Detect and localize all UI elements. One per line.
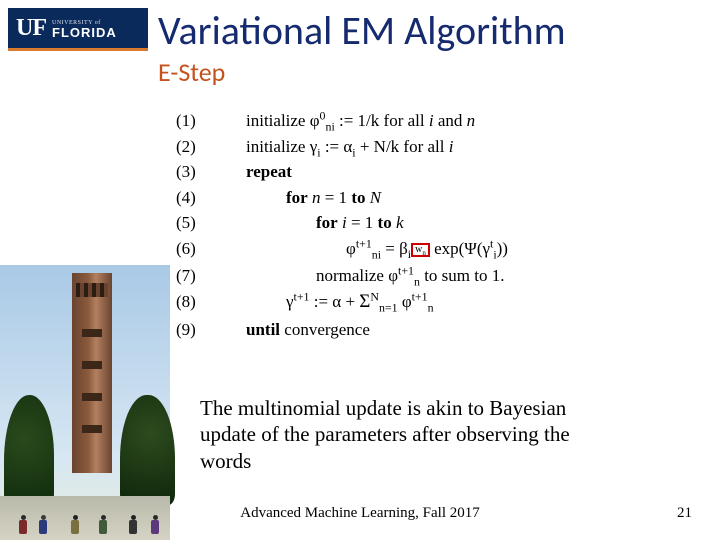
uf-logo-mark: UF <box>16 15 46 42</box>
campus-image <box>0 265 170 540</box>
algo-line-number: (6) <box>176 236 216 262</box>
algo-line-body: initialize φ0ni := 1/k for all i and n <box>216 108 475 134</box>
algo-line: (5)for i = 1 to k <box>176 210 650 236</box>
algo-line: (4)for n = 1 to N <box>176 185 650 211</box>
algo-line: (7)normalize φt+1n to sum to 1. <box>176 263 650 289</box>
algo-line: (2)initialize γi := αi + N/k for all i <box>176 134 650 160</box>
algo-line-number: (8) <box>176 289 216 315</box>
algo-line-number: (4) <box>176 185 216 211</box>
algo-line-number: (9) <box>176 317 216 343</box>
algo-line-number: (5) <box>176 210 216 236</box>
algo-line-body: for i = 1 to k <box>216 210 404 236</box>
algo-line-body: repeat <box>216 159 292 185</box>
algo-line-number: (3) <box>176 159 216 185</box>
uf-logo: UF UNIVERSITY of FLORIDA <box>8 8 148 51</box>
slide: UF UNIVERSITY of FLORIDA Variational EM … <box>0 0 720 540</box>
algo-line: (6)φt+1ni = βiwn exp(Ψ(γti)) <box>176 236 650 263</box>
algo-line-number: (1) <box>176 108 216 134</box>
slide-title: Variational EM Algorithm <box>158 6 566 55</box>
algo-line-body: for n = 1 to N <box>216 185 381 211</box>
algo-line-number: (2) <box>176 134 216 160</box>
slide-subtitle: E-Step <box>158 56 225 88</box>
algo-line: (1)initialize φ0ni := 1/k for all i and … <box>176 108 650 134</box>
algorithm-block: (1)initialize φ0ni := 1/k for all i and … <box>176 108 650 342</box>
algo-line: (3)repeat <box>176 159 650 185</box>
uf-logo-line2: FLORIDA <box>52 28 117 38</box>
algo-line-body: γt+1 := α + ΣNn=1 φt+1n <box>216 288 434 317</box>
footer-text: Advanced Machine Learning, Fall 2017 <box>0 505 720 522</box>
algo-line-body: initialize γi := αi + N/k for all i <box>216 134 453 160</box>
century-tower-icon <box>72 273 112 473</box>
page-number: 21 <box>677 505 692 522</box>
algo-line-body: until convergence <box>216 317 370 343</box>
algo-line: (9)until convergence <box>176 317 650 343</box>
algo-line-number: (7) <box>176 263 216 289</box>
explanation-note: The multinomial update is akin to Bayesi… <box>200 395 620 474</box>
uf-logo-text: UNIVERSITY of FLORIDA <box>52 18 117 38</box>
uf-logo-line1: UNIVERSITY of <box>52 18 117 28</box>
algo-line-body: normalize φt+1n to sum to 1. <box>216 263 505 289</box>
algo-line-body: φt+1ni = βiwn exp(Ψ(γti)) <box>216 236 508 263</box>
algo-line: (8)γt+1 := α + ΣNn=1 φt+1n <box>176 288 650 317</box>
